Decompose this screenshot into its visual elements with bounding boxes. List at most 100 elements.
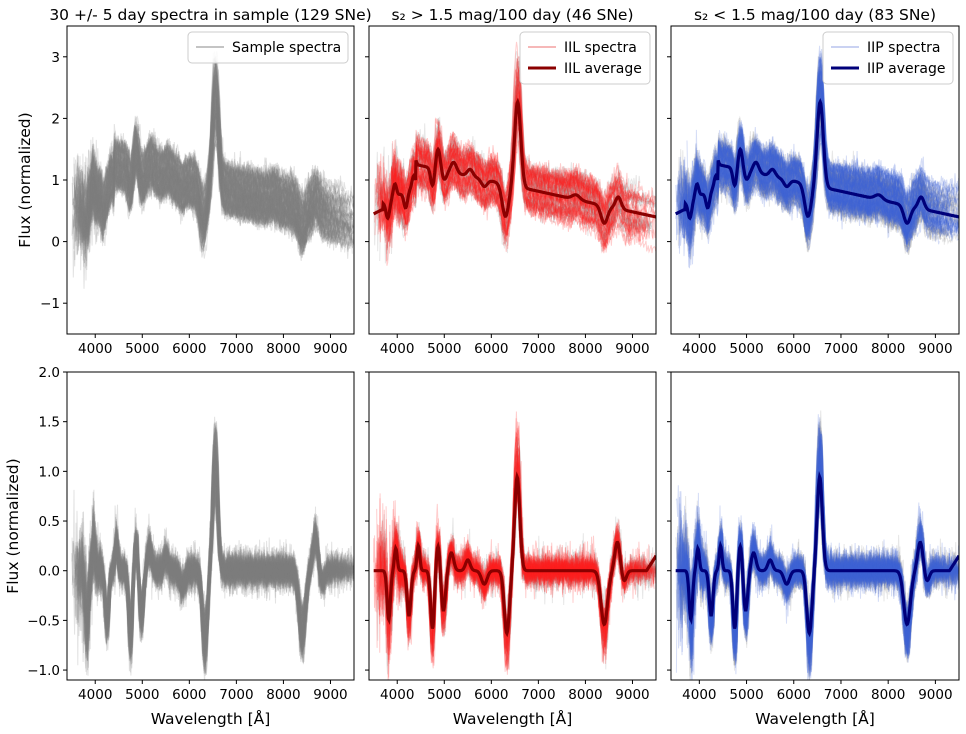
spectrum-line: [82, 497, 336, 630]
background-spectrum-line: [682, 70, 935, 223]
spectrum-line: [75, 430, 354, 662]
spectrum-line: [85, 71, 326, 232]
x-tick-label: 7000: [219, 341, 253, 357]
spectrum-line: [392, 116, 615, 232]
background-spectrum-line: [393, 120, 652, 242]
legend: Sample spectra: [187, 31, 349, 64]
average-spectrum-line: [372, 97, 656, 225]
spectrum-line: [83, 470, 347, 642]
x-tick-label: 4000: [78, 341, 112, 357]
spectrum-line: [81, 97, 326, 215]
spectrum-line: [79, 105, 345, 244]
spectrum-line: [81, 437, 354, 662]
spectrum-line: [82, 104, 354, 247]
spectrum-line: [683, 492, 915, 629]
x-tick-label: 9000: [615, 341, 649, 357]
spectrum-line: [92, 434, 354, 663]
background-spectrum-line: [697, 93, 932, 255]
axes-frame: [368, 371, 657, 681]
spectrum-line: [78, 467, 330, 638]
spectrum-line: [88, 432, 329, 673]
spectrum-line: [75, 446, 317, 668]
spectrum-line: [94, 116, 320, 241]
spectrum-line: [389, 85, 631, 225]
spectrum-line: [73, 92, 323, 226]
spectrum-line: [91, 98, 344, 217]
spectrum-line: [80, 66, 336, 245]
x-tick-label: 9000: [313, 687, 347, 703]
axes-frame: [670, 371, 960, 681]
background-spectrum-line: [697, 75, 917, 212]
spectrum-line: [72, 66, 354, 281]
spectrum-line: [88, 434, 336, 663]
spectrum-line: [78, 111, 327, 226]
spectrum-line: [84, 462, 340, 651]
spectrum-line: [678, 96, 918, 217]
background-spectrum-line: [375, 84, 640, 221]
background-spectrum-line: [693, 130, 945, 245]
spectrum-line: [82, 86, 348, 233]
spectrum-line: [81, 63, 347, 244]
background-spectrum-line: [681, 136, 915, 246]
spectrum-line: [72, 124, 326, 243]
panel-title: s₂ < 1.5 mag/100 day (83 SNe): [694, 6, 936, 24]
spectrum-line: [71, 436, 339, 664]
spectrum-line: [83, 98, 331, 220]
axes-frame: [66, 371, 355, 681]
spectrum-line: [79, 75, 334, 249]
spectrum-line: [78, 106, 318, 267]
spectrum-line: [94, 62, 329, 227]
spectrum-line: [383, 57, 618, 218]
spectrum-line: [80, 447, 354, 650]
spectrum-line: [83, 73, 312, 221]
spectrum-line: [75, 116, 334, 254]
spectrum-line: [695, 56, 959, 211]
y-tick-label: 0: [51, 235, 60, 251]
spectrum-line: [91, 426, 337, 668]
background-spectrum-line: [679, 81, 948, 260]
spectrum-line: [78, 484, 321, 624]
spectrum-line: [675, 80, 934, 209]
spectrum-line: [384, 67, 616, 220]
spectrum-line: [94, 138, 353, 249]
spectrum-line: [89, 83, 336, 227]
y-tick-label: 0.0: [39, 564, 60, 580]
x-tick-label: 9000: [615, 687, 649, 703]
background-spectrum-line: [685, 93, 914, 220]
x-tick-label: 7000: [824, 341, 858, 357]
spectrum-line: [86, 426, 342, 674]
panel-bottom-left: 4000 5000 6000 7000 8000 9000 −1.0 −0.5 0.0 0.5 1.…: [4, 365, 355, 728]
background-spectrum-line: [694, 420, 959, 671]
spectrum-line: [84, 79, 354, 242]
spectrum-line: [84, 89, 354, 247]
spectrum-line: [679, 101, 921, 254]
spectrum-line: [71, 482, 351, 638]
spectrum-line: [93, 489, 354, 625]
y-tick-label: −1: [40, 296, 60, 312]
spectrum-line: [377, 106, 637, 229]
spectrum-line: [84, 469, 317, 643]
x-axis-label: Wavelength [Å]: [151, 709, 271, 728]
spectrum-line: [77, 121, 353, 255]
spectrum-line: [82, 452, 342, 656]
spectrum-line: [92, 421, 354, 675]
spectrum-line: [85, 84, 352, 243]
spectrum-line: [90, 482, 317, 626]
spectrum-line: [89, 488, 354, 621]
spectrum-line: [76, 132, 354, 259]
spectrum-line: [81, 481, 346, 631]
spectrum-line: [89, 97, 321, 245]
spectrum-line: [86, 63, 354, 252]
x-tick-label: 7000: [521, 687, 555, 703]
spectrum-line: [72, 475, 348, 632]
spectrum-line: [376, 421, 613, 670]
spectrum-line: [77, 444, 314, 655]
spectrum-line: [91, 435, 352, 671]
spectrum-line: [84, 470, 321, 640]
spectrum-line: [77, 487, 349, 629]
spectrum-line: [76, 88, 354, 289]
x-tick-label: 6000: [172, 687, 206, 703]
spectrum-line: [690, 417, 954, 670]
spectrum-line: [696, 85, 914, 247]
